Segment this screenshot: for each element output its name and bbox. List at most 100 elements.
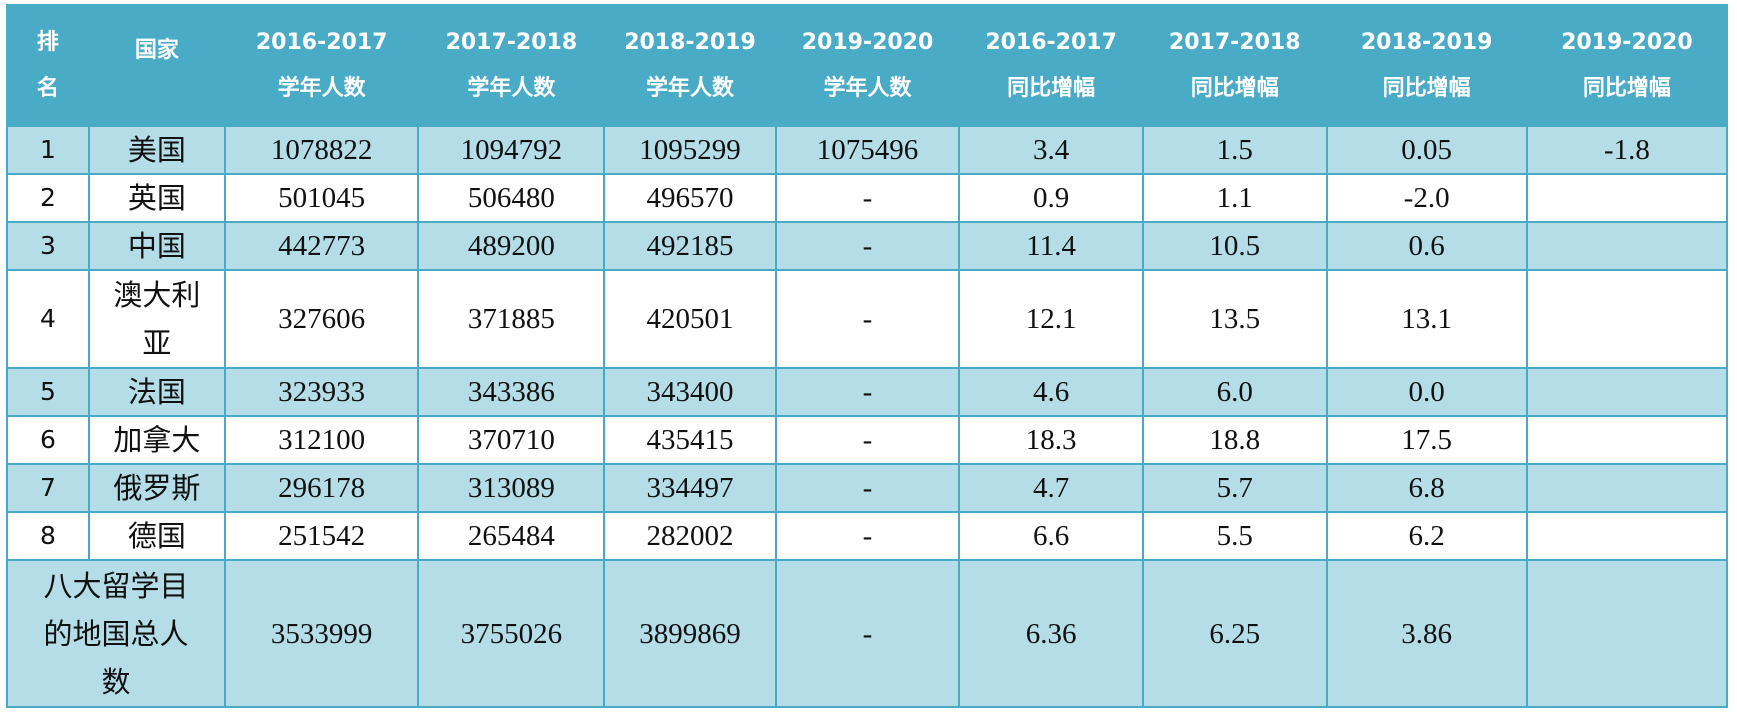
table-cell: 265484: [417, 511, 606, 561]
rank-cell: 2: [6, 173, 90, 223]
country-cell: 德国: [87, 511, 226, 561]
total-cell: 3.86: [1325, 559, 1528, 708]
rank-cell: 4: [6, 269, 90, 369]
table-row: 8 德国 251542 265484 282002 - 6.6 5.5 6.2: [6, 511, 1729, 561]
table-cell: 1.5: [1141, 125, 1328, 175]
table-cell: -: [774, 511, 961, 561]
total-label-line: 的地国总人: [43, 616, 189, 651]
table-cell: 0.9: [958, 173, 1144, 223]
total-cell: -: [774, 559, 961, 708]
header-count-2016-2017: 2016-2017 学年人数: [223, 4, 420, 127]
rank-cell: 8: [6, 511, 90, 561]
table-cell: 1.1: [1141, 173, 1328, 223]
table-cell: 435415: [603, 415, 777, 465]
table-cell: 0.6: [1325, 221, 1528, 271]
table-cell: 10.5: [1141, 221, 1328, 271]
table-cell: 6.8: [1325, 463, 1528, 513]
table-cell: 13.5: [1141, 269, 1328, 369]
table-cell: 489200: [417, 221, 606, 271]
table-cell: 11.4: [958, 221, 1144, 271]
table-cell: -2.0: [1325, 173, 1528, 223]
table-cell: 282002: [603, 511, 777, 561]
table-cell: 323933: [223, 367, 420, 417]
header-count-2017-2018: 2017-2018 学年人数: [417, 4, 606, 127]
table-cell: -1.8: [1525, 125, 1729, 175]
table-cell: 4.6: [958, 367, 1144, 417]
total-cell: 6.36: [958, 559, 1144, 708]
table-cell: 5.5: [1141, 511, 1328, 561]
header-row: 排 名 国家 2016-2017 学年人数 2017-2018 学年人数 201…: [6, 4, 1729, 127]
table-cell: 501045: [223, 173, 420, 223]
country-cell: 加拿大: [87, 415, 226, 465]
table-cell: 3.4: [958, 125, 1144, 175]
total-cell: 3533999: [223, 559, 420, 708]
table-cell: 313089: [417, 463, 606, 513]
table-cell: 1075496: [774, 125, 961, 175]
table-cell: -: [774, 173, 961, 223]
table-cell: [1525, 415, 1729, 465]
table-cell: 1078822: [223, 125, 420, 175]
table-cell: 506480: [417, 173, 606, 223]
table-row: 4 澳大利 亚 327606 371885 420501 - 12.1 13.5…: [6, 269, 1729, 369]
table-cell: -: [774, 463, 961, 513]
table-cell: [1525, 221, 1729, 271]
table-cell: [1525, 269, 1729, 369]
rank-cell: 1: [6, 125, 90, 175]
header-count-2019-2020: 2019-2020 学年人数: [774, 4, 961, 127]
table-cell: 18.3: [958, 415, 1144, 465]
table-cell: 343386: [417, 367, 606, 417]
table-cell: 6.0: [1141, 367, 1328, 417]
country-line: 澳大利: [113, 278, 201, 312]
rank-cell: 7: [6, 463, 90, 513]
table-row: 2 英国 501045 506480 496570 - 0.9 1.1 -2.0: [6, 173, 1729, 223]
table-cell: [1525, 463, 1729, 513]
table-cell: 6.6: [958, 511, 1144, 561]
header-rank: 排 名: [6, 4, 90, 127]
table-cell: 6.2: [1325, 511, 1528, 561]
country-cell: 中国: [87, 221, 226, 271]
total-cell: 3899869: [603, 559, 777, 708]
table-cell: 18.8: [1141, 415, 1328, 465]
header-country: 国家: [87, 4, 226, 127]
table-cell: 496570: [603, 173, 777, 223]
data-table-container: 排 名 国家 2016-2017 学年人数 2017-2018 学年人数 201…: [6, 4, 1729, 708]
country-cell: 俄罗斯: [87, 463, 226, 513]
table-cell: 420501: [603, 269, 777, 369]
table-cell: 442773: [223, 221, 420, 271]
table-cell: 371885: [417, 269, 606, 369]
country-cell: 英国: [87, 173, 226, 223]
total-cell: 6.25: [1141, 559, 1328, 708]
table-cell: 12.1: [958, 269, 1144, 369]
table-cell: 4.7: [958, 463, 1144, 513]
table-cell: 296178: [223, 463, 420, 513]
total-label-line: 八大留学目: [43, 568, 189, 603]
table-cell: -: [774, 221, 961, 271]
table-cell: [1525, 511, 1729, 561]
study-abroad-table: 排 名 国家 2016-2017 学年人数 2017-2018 学年人数 201…: [6, 4, 1729, 708]
table-cell: 0.0: [1325, 367, 1528, 417]
table-cell: 343400: [603, 367, 777, 417]
table-cell: 312100: [223, 415, 420, 465]
table-cell: 0.05: [1325, 125, 1528, 175]
table-cell: 251542: [223, 511, 420, 561]
table-row: 7 俄罗斯 296178 313089 334497 - 4.7 5.7 6.8: [6, 463, 1729, 513]
country-cell: 澳大利 亚: [87, 269, 226, 369]
table-cell: 492185: [603, 221, 777, 271]
table-cell: [1525, 173, 1729, 223]
table-cell: -: [774, 415, 961, 465]
table-row: 6 加拿大 312100 370710 435415 - 18.3 18.8 1…: [6, 415, 1729, 465]
table-cell: 370710: [417, 415, 606, 465]
rank-cell: 6: [6, 415, 90, 465]
header-growth-2019-2020: 2019-2020 同比增幅: [1525, 4, 1729, 127]
country-cell: 美国: [87, 125, 226, 175]
country-cell: 法国: [87, 367, 226, 417]
table-cell: 1095299: [603, 125, 777, 175]
table-row: 5 法国 323933 343386 343400 - 4.6 6.0 0.0: [6, 367, 1729, 417]
total-cell: 3755026: [417, 559, 606, 708]
table-cell: 1094792: [417, 125, 606, 175]
table-cell: 17.5: [1325, 415, 1528, 465]
rank-cell: 5: [6, 367, 90, 417]
header-count-2018-2019: 2018-2019 学年人数: [603, 4, 777, 127]
table-cell: -: [774, 269, 961, 369]
country-line: 亚: [142, 326, 172, 360]
